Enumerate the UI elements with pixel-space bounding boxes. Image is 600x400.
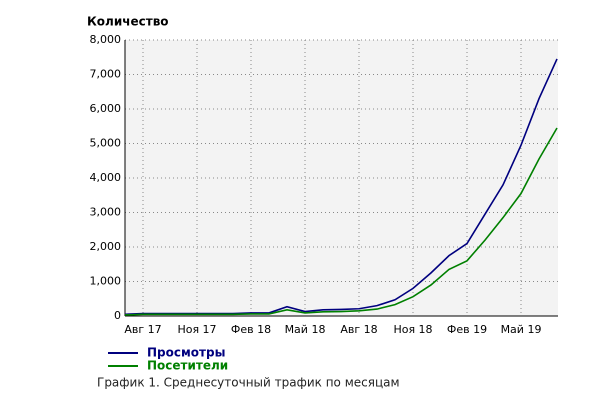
series-line (124, 127, 558, 316)
x-tick-label: Фев 18 (231, 323, 271, 336)
x-tick-label: Май 18 (285, 323, 326, 336)
legend-label: Посетители (147, 359, 228, 373)
y-axis-title: Количество (87, 15, 169, 29)
y-tick-label: 5,000 (90, 137, 122, 150)
y-tick-label: 4,000 (90, 171, 122, 184)
y-tick-label: 2,000 (90, 240, 122, 253)
y-tick-label: 0 (114, 309, 121, 322)
x-tick-label: Ноя 18 (393, 323, 432, 336)
x-tick-label: Ноя 17 (177, 323, 216, 336)
x-tick-label: Авг 18 (340, 323, 377, 336)
y-tick-label: 3,000 (90, 206, 122, 219)
x-tick-label: Май 19 (501, 323, 542, 336)
x-tick-label: Авг 17 (124, 323, 161, 336)
y-tick-label: 8,000 (90, 33, 122, 46)
caption: График 1. Среднесуточный трафик по месяц… (97, 376, 400, 390)
y-tick-label: 6,000 (90, 102, 122, 115)
y-tick-label: 1,000 (90, 275, 122, 288)
y-tick-label: 7,000 (90, 68, 122, 81)
legend-label: Просмотры (147, 346, 225, 360)
x-tick-label: Фев 19 (447, 323, 487, 336)
